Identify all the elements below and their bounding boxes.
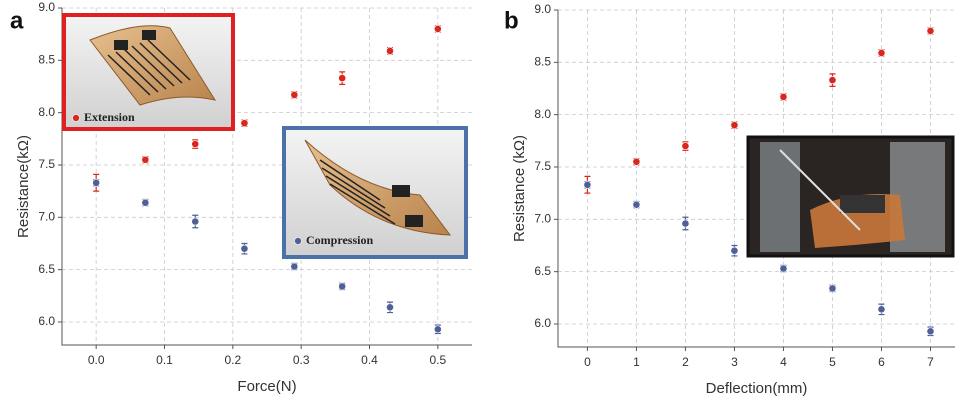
data-point <box>141 198 150 207</box>
data-point <box>779 264 788 273</box>
x-tick-label: 0.2 <box>224 353 241 367</box>
x-tick-label: 0.5 <box>429 353 446 367</box>
y-tick-label: 6.5 <box>534 264 551 278</box>
panel-label: a <box>10 7 24 34</box>
x-tick-label: 0.1 <box>156 353 173 367</box>
panel-label: b <box>504 7 519 34</box>
y-axis-title: Resistance(kΩ) <box>15 135 32 238</box>
y-tick-label: 7.0 <box>534 211 551 225</box>
data-point <box>92 178 101 187</box>
y-tick-label: 7.5 <box>38 157 55 171</box>
y-tick-label: 9.0 <box>534 2 551 16</box>
data-point <box>730 121 739 130</box>
y-tick-label: 6.0 <box>534 316 551 330</box>
data-point <box>191 140 200 148</box>
data-point <box>632 200 641 209</box>
x-tick-label: 5 <box>829 355 836 369</box>
y-tick-label: 8.5 <box>534 55 551 69</box>
y-tick-label: 8.5 <box>38 53 55 67</box>
data-point <box>730 246 739 255</box>
x-tick-label: 0.4 <box>361 353 378 367</box>
data-point <box>681 219 690 228</box>
y-tick-label: 6.5 <box>38 262 55 276</box>
x-tick-label: 0 <box>584 355 591 369</box>
x-axis-title: Force(N) <box>237 378 296 395</box>
x-tick-label: 0.3 <box>293 353 310 367</box>
y-tick-label: 7.5 <box>534 159 551 173</box>
data-point <box>828 284 837 293</box>
y-axis-title: Resistance (kΩ) <box>511 135 528 242</box>
x-tick-label: 4 <box>780 355 787 369</box>
x-axis-title: Deflection(mm) <box>706 380 808 397</box>
legend-marker <box>294 237 302 245</box>
y-tick-label: 8.0 <box>38 105 55 119</box>
inset-compression <box>282 126 468 259</box>
x-tick-label: 3 <box>731 355 738 369</box>
legend-marker <box>72 114 80 122</box>
data-point <box>386 303 394 312</box>
data-point <box>338 282 347 291</box>
inset-photo <box>746 135 955 258</box>
data-point <box>338 74 347 83</box>
y-tick-label: 7.0 <box>38 209 55 223</box>
inset-extension <box>62 13 235 131</box>
y-tick-label: 9.0 <box>38 0 55 14</box>
data-point <box>240 119 249 128</box>
axis-line <box>557 10 955 348</box>
data-point <box>433 25 442 33</box>
x-tick-label: 7 <box>927 355 934 369</box>
data-point <box>290 90 299 99</box>
data-point <box>141 155 150 164</box>
data-point <box>632 157 641 166</box>
data-point <box>191 217 200 226</box>
x-tick-label: 0.0 <box>88 353 105 367</box>
data-point <box>877 305 886 314</box>
data-point <box>433 325 442 334</box>
x-tick-label: 1 <box>633 355 640 369</box>
x-tick-label: 6 <box>878 355 885 369</box>
data-point <box>877 49 886 57</box>
data-point <box>290 262 299 271</box>
legend-label: Extension <box>84 110 135 124</box>
data-point <box>583 180 592 189</box>
data-point <box>828 76 837 85</box>
y-tick-label: 6.0 <box>38 314 55 328</box>
data-point <box>681 142 690 150</box>
x-tick-label: 2 <box>682 355 689 369</box>
data-point <box>386 47 394 55</box>
data-point <box>926 27 935 35</box>
data-point <box>926 327 935 336</box>
data-point <box>240 244 249 253</box>
legend-label: Compression <box>306 233 373 247</box>
data-point <box>779 92 788 101</box>
y-tick-label: 8.0 <box>534 107 551 121</box>
